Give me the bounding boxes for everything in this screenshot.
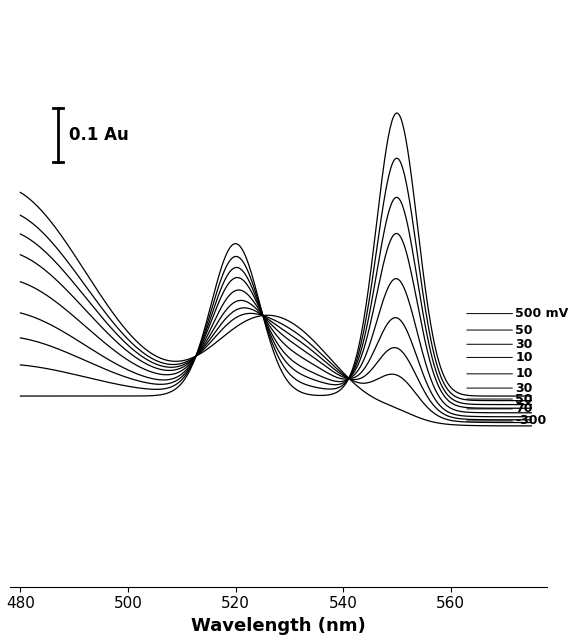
X-axis label: Wavelength (nm): Wavelength (nm) [191,617,366,635]
Text: 10: 10 [467,351,533,364]
Text: -300: -300 [467,415,546,427]
Text: 10: 10 [467,367,533,380]
Text: 50: 50 [467,323,533,337]
Text: 50: 50 [467,392,533,406]
Text: 70: 70 [467,403,533,415]
Text: 500 mV: 500 mV [467,307,568,320]
Text: 0.1 Au: 0.1 Au [69,126,128,144]
Text: 30: 30 [467,338,532,351]
Text: 30: 30 [467,381,532,394]
